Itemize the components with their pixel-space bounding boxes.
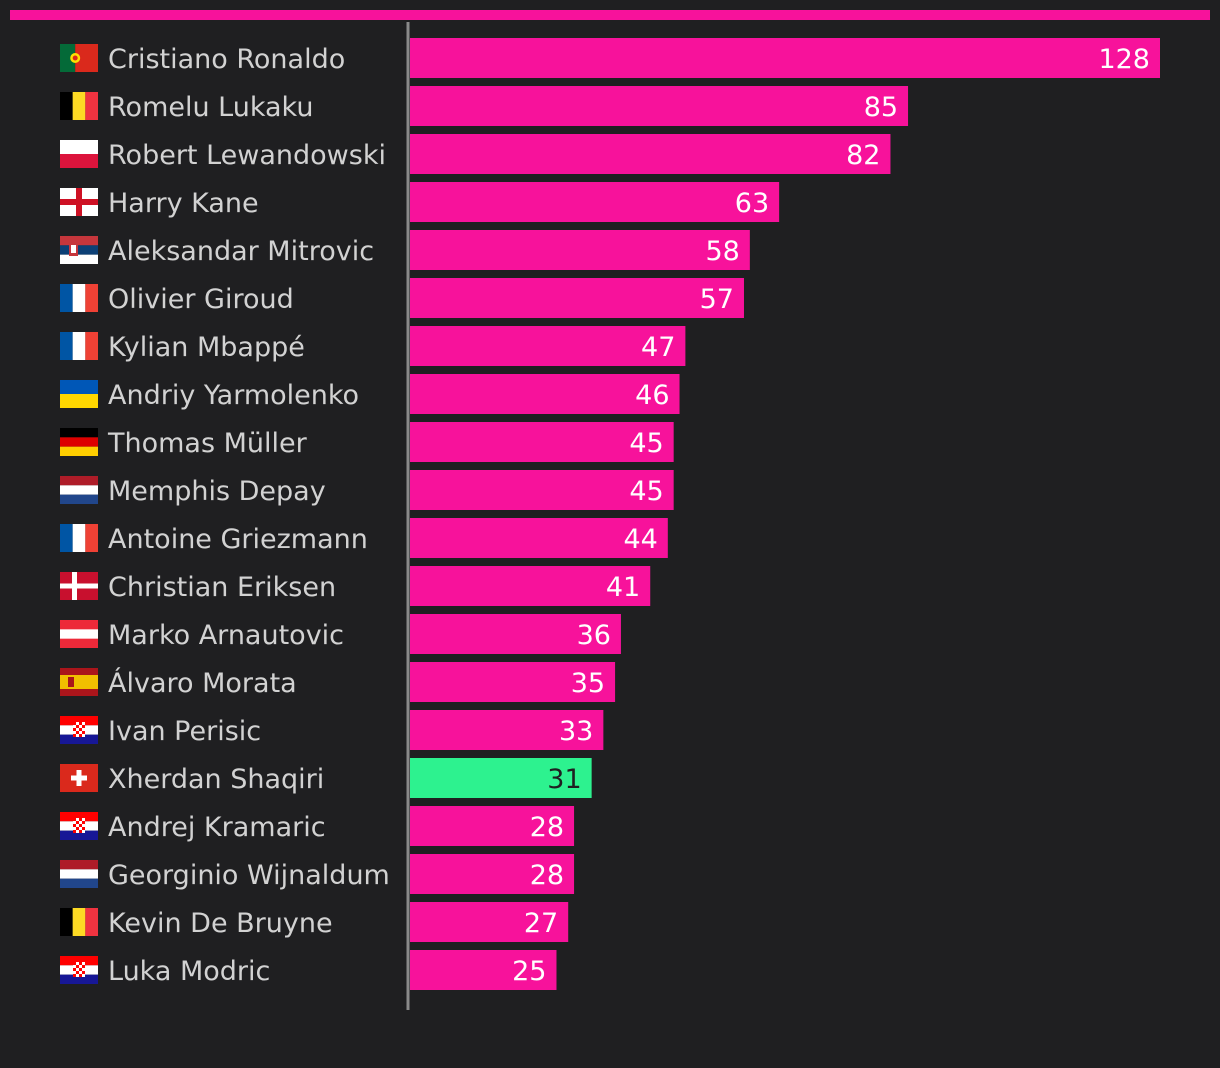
top-accent-bar	[10, 10, 1210, 20]
belgium-flag-icon	[60, 908, 98, 936]
bar-value-label: 41	[606, 572, 640, 603]
england-flag-icon	[60, 188, 98, 216]
bar	[410, 614, 621, 654]
bar-value-label: 36	[577, 620, 611, 651]
player-name-label: Cristiano Ronaldo	[108, 44, 345, 75]
bar	[410, 182, 780, 222]
bar-value-label: 63	[735, 188, 769, 219]
player-name-label: Andriy Yarmolenko	[108, 380, 359, 411]
player-name-label: Romelu Lukaku	[108, 92, 313, 123]
france-flag-icon	[60, 332, 98, 360]
croatia-flag-icon	[60, 716, 98, 744]
player-name-label: Aleksandar Mitrovic	[108, 236, 374, 267]
player-name-label: Thomas Müller	[107, 428, 308, 459]
germany-flag-icon	[60, 428, 98, 456]
bar-value-label: 28	[530, 812, 564, 843]
bar	[410, 662, 616, 702]
player-name-label: Andrej Kramaric	[108, 812, 326, 843]
bar-value-label: 57	[700, 284, 734, 315]
bar-value-label: 58	[705, 236, 739, 267]
bar	[410, 38, 1160, 78]
player-name-label: Antoine Griezmann	[108, 524, 368, 555]
player-name-label: Kevin De Bruyne	[108, 908, 333, 939]
austria-flag-icon	[60, 620, 98, 648]
bar	[410, 470, 674, 510]
bar-value-label: 33	[559, 716, 593, 747]
bar-value-label: 46	[635, 380, 669, 411]
ukraine-flag-icon	[60, 380, 98, 408]
bar-value-label: 45	[629, 428, 663, 459]
bar	[410, 806, 575, 846]
player-name-label: Christian Eriksen	[108, 572, 336, 603]
bar-value-label: 44	[623, 524, 657, 555]
belgium-flag-icon	[60, 92, 98, 120]
player-name-label: Álvaro Morata	[108, 667, 297, 699]
bar-value-label: 31	[547, 764, 581, 795]
portugal-flag-icon	[60, 44, 98, 72]
player-name-label: Georginio Wijnaldum	[108, 860, 390, 891]
bar	[410, 758, 592, 798]
player-name-label: Olivier Giroud	[108, 284, 294, 315]
bar	[410, 422, 674, 462]
bar	[410, 278, 744, 318]
bar-value-label: 47	[641, 332, 675, 363]
bar-value-label: 82	[846, 140, 880, 171]
serbia-flag-icon	[60, 236, 98, 264]
denmark-flag-icon	[60, 572, 98, 600]
bar	[410, 230, 750, 270]
bar-value-label: 27	[524, 908, 558, 939]
croatia-flag-icon	[60, 956, 98, 984]
bar	[410, 854, 575, 894]
bar	[410, 950, 557, 990]
bar	[410, 134, 891, 174]
netherlands-flag-icon	[60, 860, 98, 888]
france-flag-icon	[60, 284, 98, 312]
croatia-flag-icon	[60, 812, 98, 840]
player-name-label: Marko Arnautovic	[108, 620, 344, 651]
poland-flag-icon	[60, 140, 98, 168]
player-name-label: Luka Modric	[108, 956, 270, 987]
player-name-label: Memphis Depay	[108, 476, 326, 507]
bar-value-label: 128	[1098, 44, 1150, 75]
bar	[410, 902, 569, 942]
bar	[410, 710, 604, 750]
netherlands-flag-icon	[60, 476, 98, 504]
player-name-label: Kylian Mbappé	[108, 332, 305, 363]
bar-value-label: 28	[530, 860, 564, 891]
player-name-label: Robert Lewandowski	[108, 140, 386, 171]
bar-value-label: 85	[864, 92, 898, 123]
bar	[410, 86, 909, 126]
player-name-label: Harry Kane	[108, 188, 259, 219]
spain-flag-icon	[60, 668, 98, 696]
bar-value-label: 35	[571, 668, 605, 699]
bar-value-label: 45	[629, 476, 663, 507]
player-name-label: Ivan Perisic	[108, 716, 261, 747]
player-name-label: Xherdan Shaqiri	[108, 764, 324, 795]
bar	[410, 374, 680, 414]
bar-value-label: 25	[512, 956, 546, 987]
bar	[410, 566, 651, 606]
bar	[410, 518, 668, 558]
bar	[410, 326, 686, 366]
france-flag-icon	[60, 524, 98, 552]
switzerland-flag-icon	[60, 764, 98, 792]
